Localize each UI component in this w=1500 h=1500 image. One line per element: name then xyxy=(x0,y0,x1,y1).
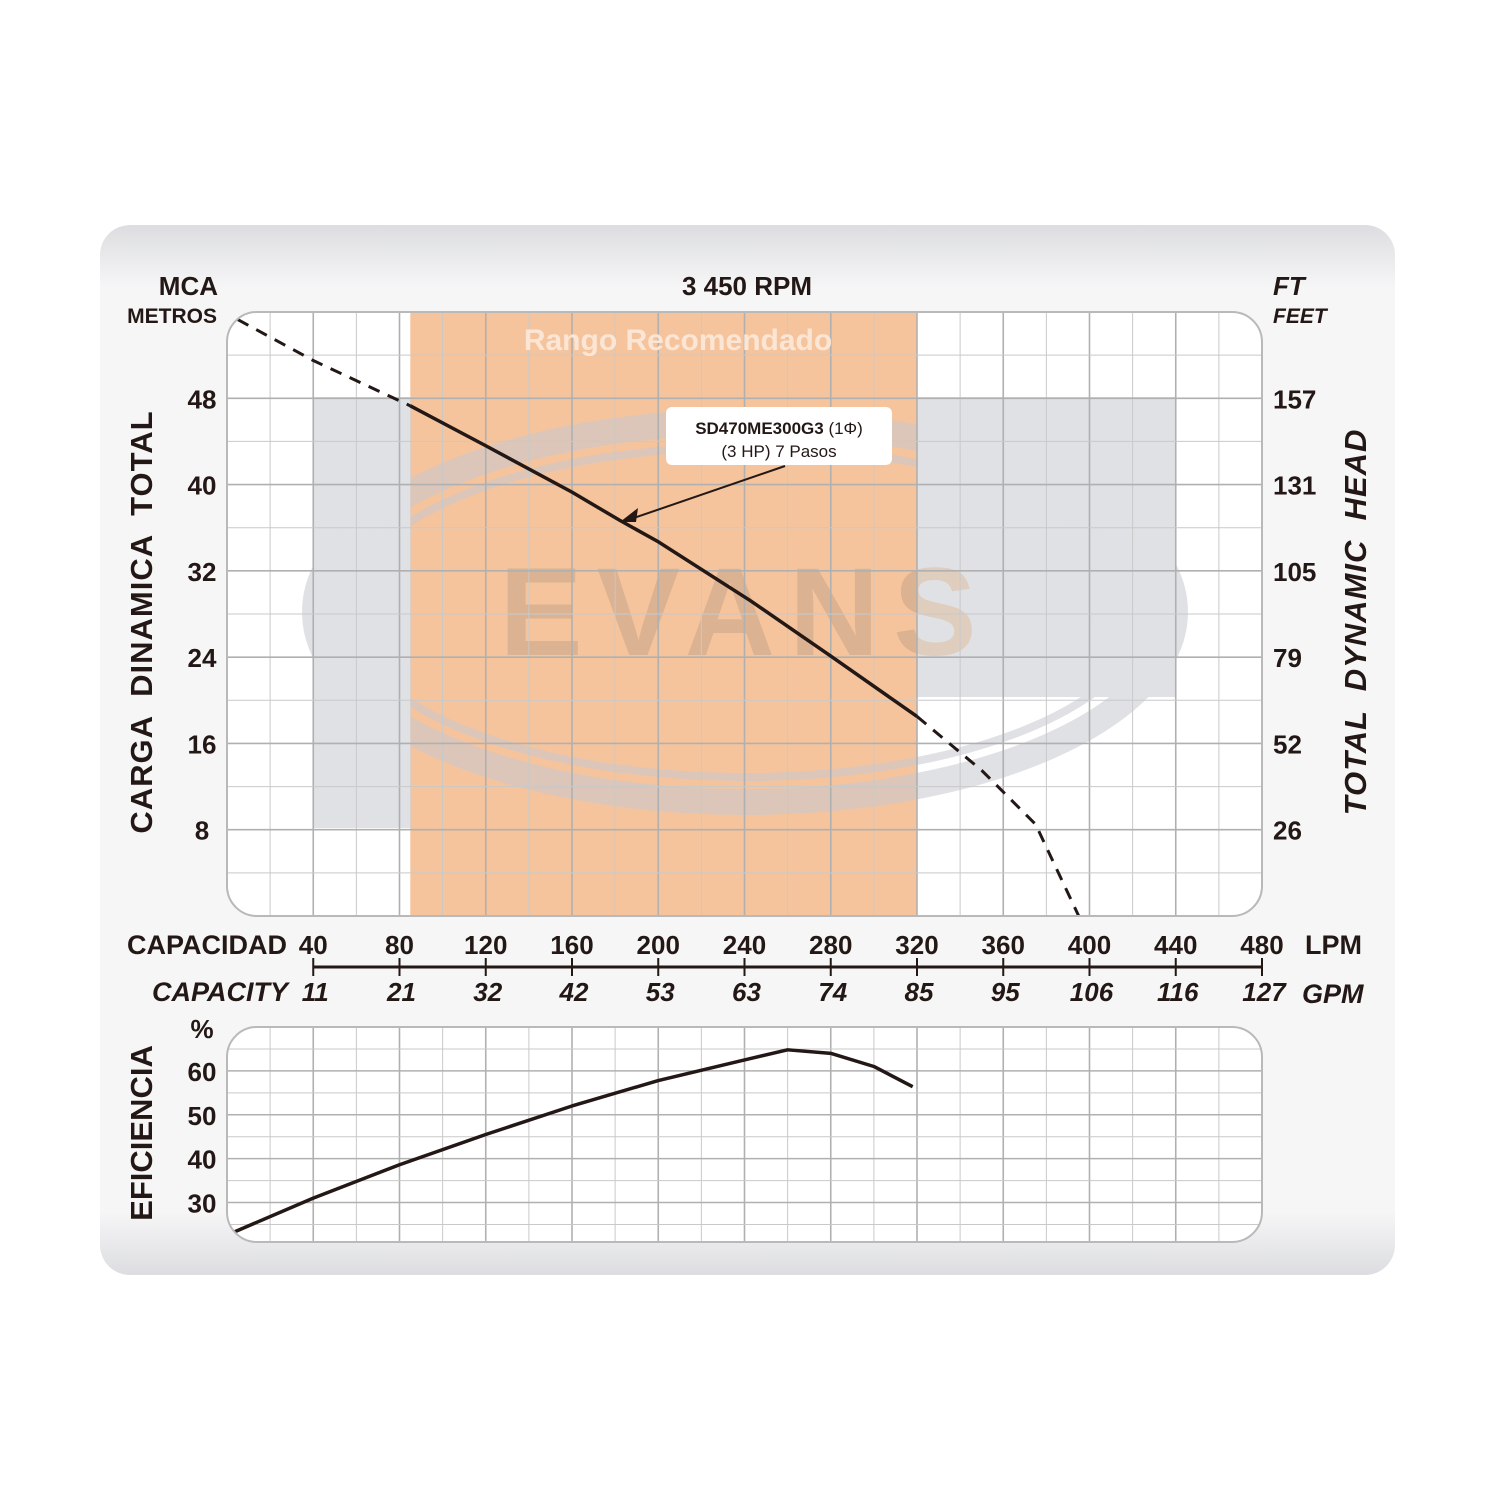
x-tick-label-gpm: 32 xyxy=(473,977,502,1007)
y-unit-metros: METROS xyxy=(127,305,217,328)
x-tick-label-lpm: 280 xyxy=(809,930,852,960)
x-tick-label-gpm: 42 xyxy=(559,977,589,1007)
efficiency-grid xyxy=(227,1027,1262,1242)
y-tick-label-right: 26 xyxy=(1273,816,1302,846)
y-tick-label-left: 40 xyxy=(188,471,217,501)
model-annotation-line2: (3 HP) 7 Pasos xyxy=(721,442,836,461)
y-unit-mca: MCA xyxy=(159,271,218,301)
x-unit-lpm: LPM xyxy=(1305,930,1362,960)
model-annotation-box xyxy=(666,407,892,465)
efficiency-plot-border xyxy=(226,1026,1263,1243)
x-tick-label-gpm: 85 xyxy=(905,977,934,1007)
x-tick-label-gpm: 11 xyxy=(302,977,329,1007)
head-curve-dashed-low xyxy=(237,318,411,408)
x-tick-label-gpm: 106 xyxy=(1070,977,1114,1007)
y-axis-title-right: TOTAL DYNAMIC HEAD xyxy=(1338,429,1373,816)
x-unit-gpm: GPM xyxy=(1302,979,1364,1009)
x-tick-label-lpm: 400 xyxy=(1068,930,1111,960)
efficiency-curve xyxy=(230,1048,914,1235)
y-axis-title-left: CARGA DINAMICA TOTAL xyxy=(124,410,159,833)
watermark-registered: ® xyxy=(1083,593,1112,637)
model-annotation-line1: SD470ME300G3 (1Φ) xyxy=(695,419,863,438)
y-tick-label-left: 48 xyxy=(188,384,217,414)
rpm-title: 3 450 RPM xyxy=(682,271,812,301)
x-tick-label-lpm: 360 xyxy=(982,930,1025,960)
x-tick-label-gpm: 127 xyxy=(1242,977,1287,1007)
x-tick-label-lpm: 480 xyxy=(1240,930,1283,960)
efficiency-axis-title: EFICIENCIA xyxy=(124,1045,159,1221)
x-tick-label-gpm: 95 xyxy=(991,977,1020,1007)
y-tick-label-left: 24 xyxy=(188,643,217,673)
y-tick-label-left: 16 xyxy=(188,729,217,759)
y-tick-label-right: 79 xyxy=(1273,643,1302,673)
x-tick-label-lpm: 80 xyxy=(385,930,414,960)
x-tick-label-gpm: 63 xyxy=(732,977,761,1007)
arrow-head-icon xyxy=(620,508,638,522)
annotation-arrow xyxy=(627,465,786,521)
x-tick-label-gpm: 53 xyxy=(646,977,675,1007)
y-unit-feet: FEET xyxy=(1273,305,1329,328)
x-tick-label-lpm: 320 xyxy=(895,930,938,960)
x-tick-label-gpm: 21 xyxy=(386,977,416,1007)
x-tick-label-lpm: 120 xyxy=(464,930,507,960)
x-tick-label-lpm: 200 xyxy=(637,930,680,960)
efficiency-tick-label: 30 xyxy=(188,1189,217,1219)
x-tick-label-lpm: 240 xyxy=(723,930,766,960)
efficiency-tick-label: 60 xyxy=(188,1057,217,1087)
x-axis-title-capacidad: CAPACIDAD xyxy=(127,930,287,960)
head-grid xyxy=(227,312,1262,916)
recommended-range-label: Rango Recomendado xyxy=(524,324,832,357)
y-tick-label-left: 32 xyxy=(188,557,217,587)
y-tick-label-right: 52 xyxy=(1273,729,1302,759)
efficiency-unit: % xyxy=(190,1014,213,1044)
y-tick-label-right: 157 xyxy=(1273,384,1316,414)
x-tick-label-gpm: 74 xyxy=(818,977,847,1007)
x-tick-label-lpm: 40 xyxy=(299,930,328,960)
head-curve-dashed-high xyxy=(916,715,1081,916)
y-tick-label-right: 105 xyxy=(1273,557,1316,587)
y-tick-label-right: 131 xyxy=(1273,471,1316,501)
x-tick-label-lpm: 160 xyxy=(550,930,593,960)
head-plot-border xyxy=(226,311,1263,917)
efficiency-tick-label: 40 xyxy=(188,1145,217,1175)
x-tick-label-gpm: 116 xyxy=(1157,977,1199,1007)
x-axis-title-capacity: CAPACITY xyxy=(152,977,291,1007)
x-tick-label-lpm: 440 xyxy=(1154,930,1197,960)
y-unit-ft: FT xyxy=(1273,271,1307,301)
y-tick-label-left: 8 xyxy=(195,816,209,846)
efficiency-tick-label: 50 xyxy=(188,1101,217,1131)
watermark-logo-text: EVANS xyxy=(499,543,990,682)
head-curve-solid xyxy=(409,404,919,718)
